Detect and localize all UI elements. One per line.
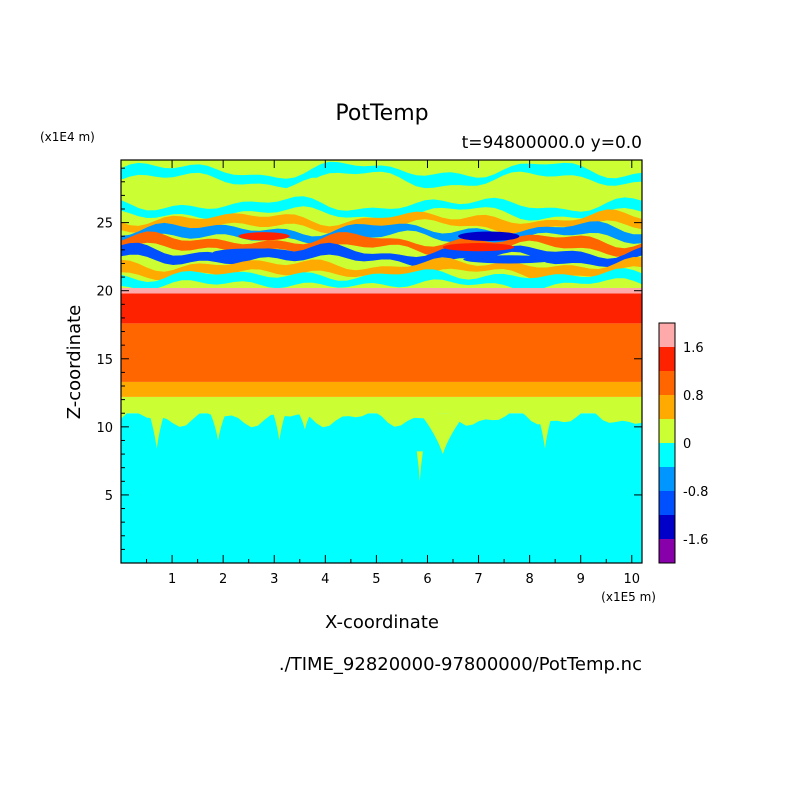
x-tick-label: 5 bbox=[372, 572, 380, 587]
y-axis-ticks: 5 10 15 20 25 bbox=[96, 167, 642, 550]
upper-layer bbox=[121, 196, 642, 222]
y-tick-label: 25 bbox=[96, 217, 113, 232]
chart-subtitle: t=94800000.0 y=0.0 bbox=[462, 133, 642, 153]
y-tick-label: 5 bbox=[105, 489, 113, 504]
x-unit-label: (x1E5 m) bbox=[601, 590, 656, 604]
contour-band bbox=[121, 381, 642, 397]
colorbar-tick-label: 0 bbox=[683, 437, 691, 452]
upper-layer bbox=[121, 268, 642, 292]
colorbar-swatch bbox=[659, 323, 675, 347]
colorbar-frame bbox=[658, 322, 676, 564]
plot-field bbox=[121, 160, 642, 563]
contour-band bbox=[121, 413, 642, 563]
x-tick-label: 2 bbox=[219, 572, 227, 587]
y-tick-label: 20 bbox=[96, 285, 113, 300]
colorbar-tick-label: -0.8 bbox=[683, 485, 708, 500]
upper-layer bbox=[121, 177, 642, 208]
contour-blob bbox=[463, 255, 556, 264]
x-tick-label: 3 bbox=[270, 572, 278, 587]
y-unit-label: (x1E4 m) bbox=[40, 130, 95, 144]
contour-fringe bbox=[121, 410, 642, 428]
chart-title: PotTemp bbox=[335, 101, 428, 126]
x-tick-label: 4 bbox=[321, 572, 329, 587]
colorbar-swatch bbox=[659, 539, 675, 563]
upper-layer bbox=[121, 209, 642, 236]
colorbar-swatch bbox=[659, 371, 675, 395]
contour-plume bbox=[419, 413, 466, 455]
contour-plume bbox=[298, 413, 312, 430]
colorbar-tick-label: 0.8 bbox=[683, 389, 704, 404]
contour-band bbox=[121, 323, 642, 382]
contour-plume bbox=[149, 413, 165, 449]
contour-plume bbox=[537, 413, 553, 449]
x-tick-label: 8 bbox=[525, 572, 533, 587]
x-tick-label: 9 bbox=[577, 572, 585, 587]
x-tick-label: 6 bbox=[423, 572, 431, 587]
colorbar-tick-label: 1.6 bbox=[683, 341, 704, 356]
contour-blob bbox=[238, 232, 290, 241]
colorbar-swatch bbox=[659, 491, 675, 515]
footer-filename: ./TIME_92820000-97800000/PotTemp.nc bbox=[279, 654, 642, 675]
contour-plume bbox=[416, 451, 423, 482]
colorbar-swatch bbox=[659, 443, 675, 467]
contour-band bbox=[121, 287, 642, 294]
colorbar-swatch bbox=[659, 467, 675, 491]
y-axis-label: Z-coordinate bbox=[64, 305, 85, 420]
contour-band bbox=[121, 396, 642, 414]
upper-layer bbox=[121, 161, 642, 189]
colorbar-swatch bbox=[659, 419, 675, 443]
x-axis-label: X-coordinate bbox=[325, 612, 439, 633]
contour-plume bbox=[210, 413, 226, 441]
x-axis-ticks: 1 2 3 4 5 6 7 8 9 10 bbox=[146, 160, 641, 587]
upper-layer bbox=[121, 242, 642, 268]
contour-blob bbox=[212, 248, 295, 257]
colorbar-swatch bbox=[659, 395, 675, 419]
colorbar-swatch bbox=[659, 347, 675, 371]
x-tick-label: 7 bbox=[474, 572, 482, 587]
y-tick-label: 10 bbox=[96, 421, 113, 436]
contour-plume bbox=[273, 413, 286, 441]
x-tick-label: 10 bbox=[624, 572, 641, 587]
contour-blob bbox=[442, 243, 515, 252]
colorbar-swatch bbox=[659, 515, 675, 539]
contour-blob bbox=[458, 231, 520, 242]
plot-frame bbox=[120, 159, 643, 564]
x-tick-label: 1 bbox=[168, 572, 176, 587]
colorbar-tick-label: -1.6 bbox=[683, 533, 708, 548]
colorbar: -1.6 -0.8 0 0.8 1.6 bbox=[658, 322, 708, 564]
y-tick-label: 15 bbox=[96, 353, 113, 368]
contour-band bbox=[121, 293, 642, 324]
